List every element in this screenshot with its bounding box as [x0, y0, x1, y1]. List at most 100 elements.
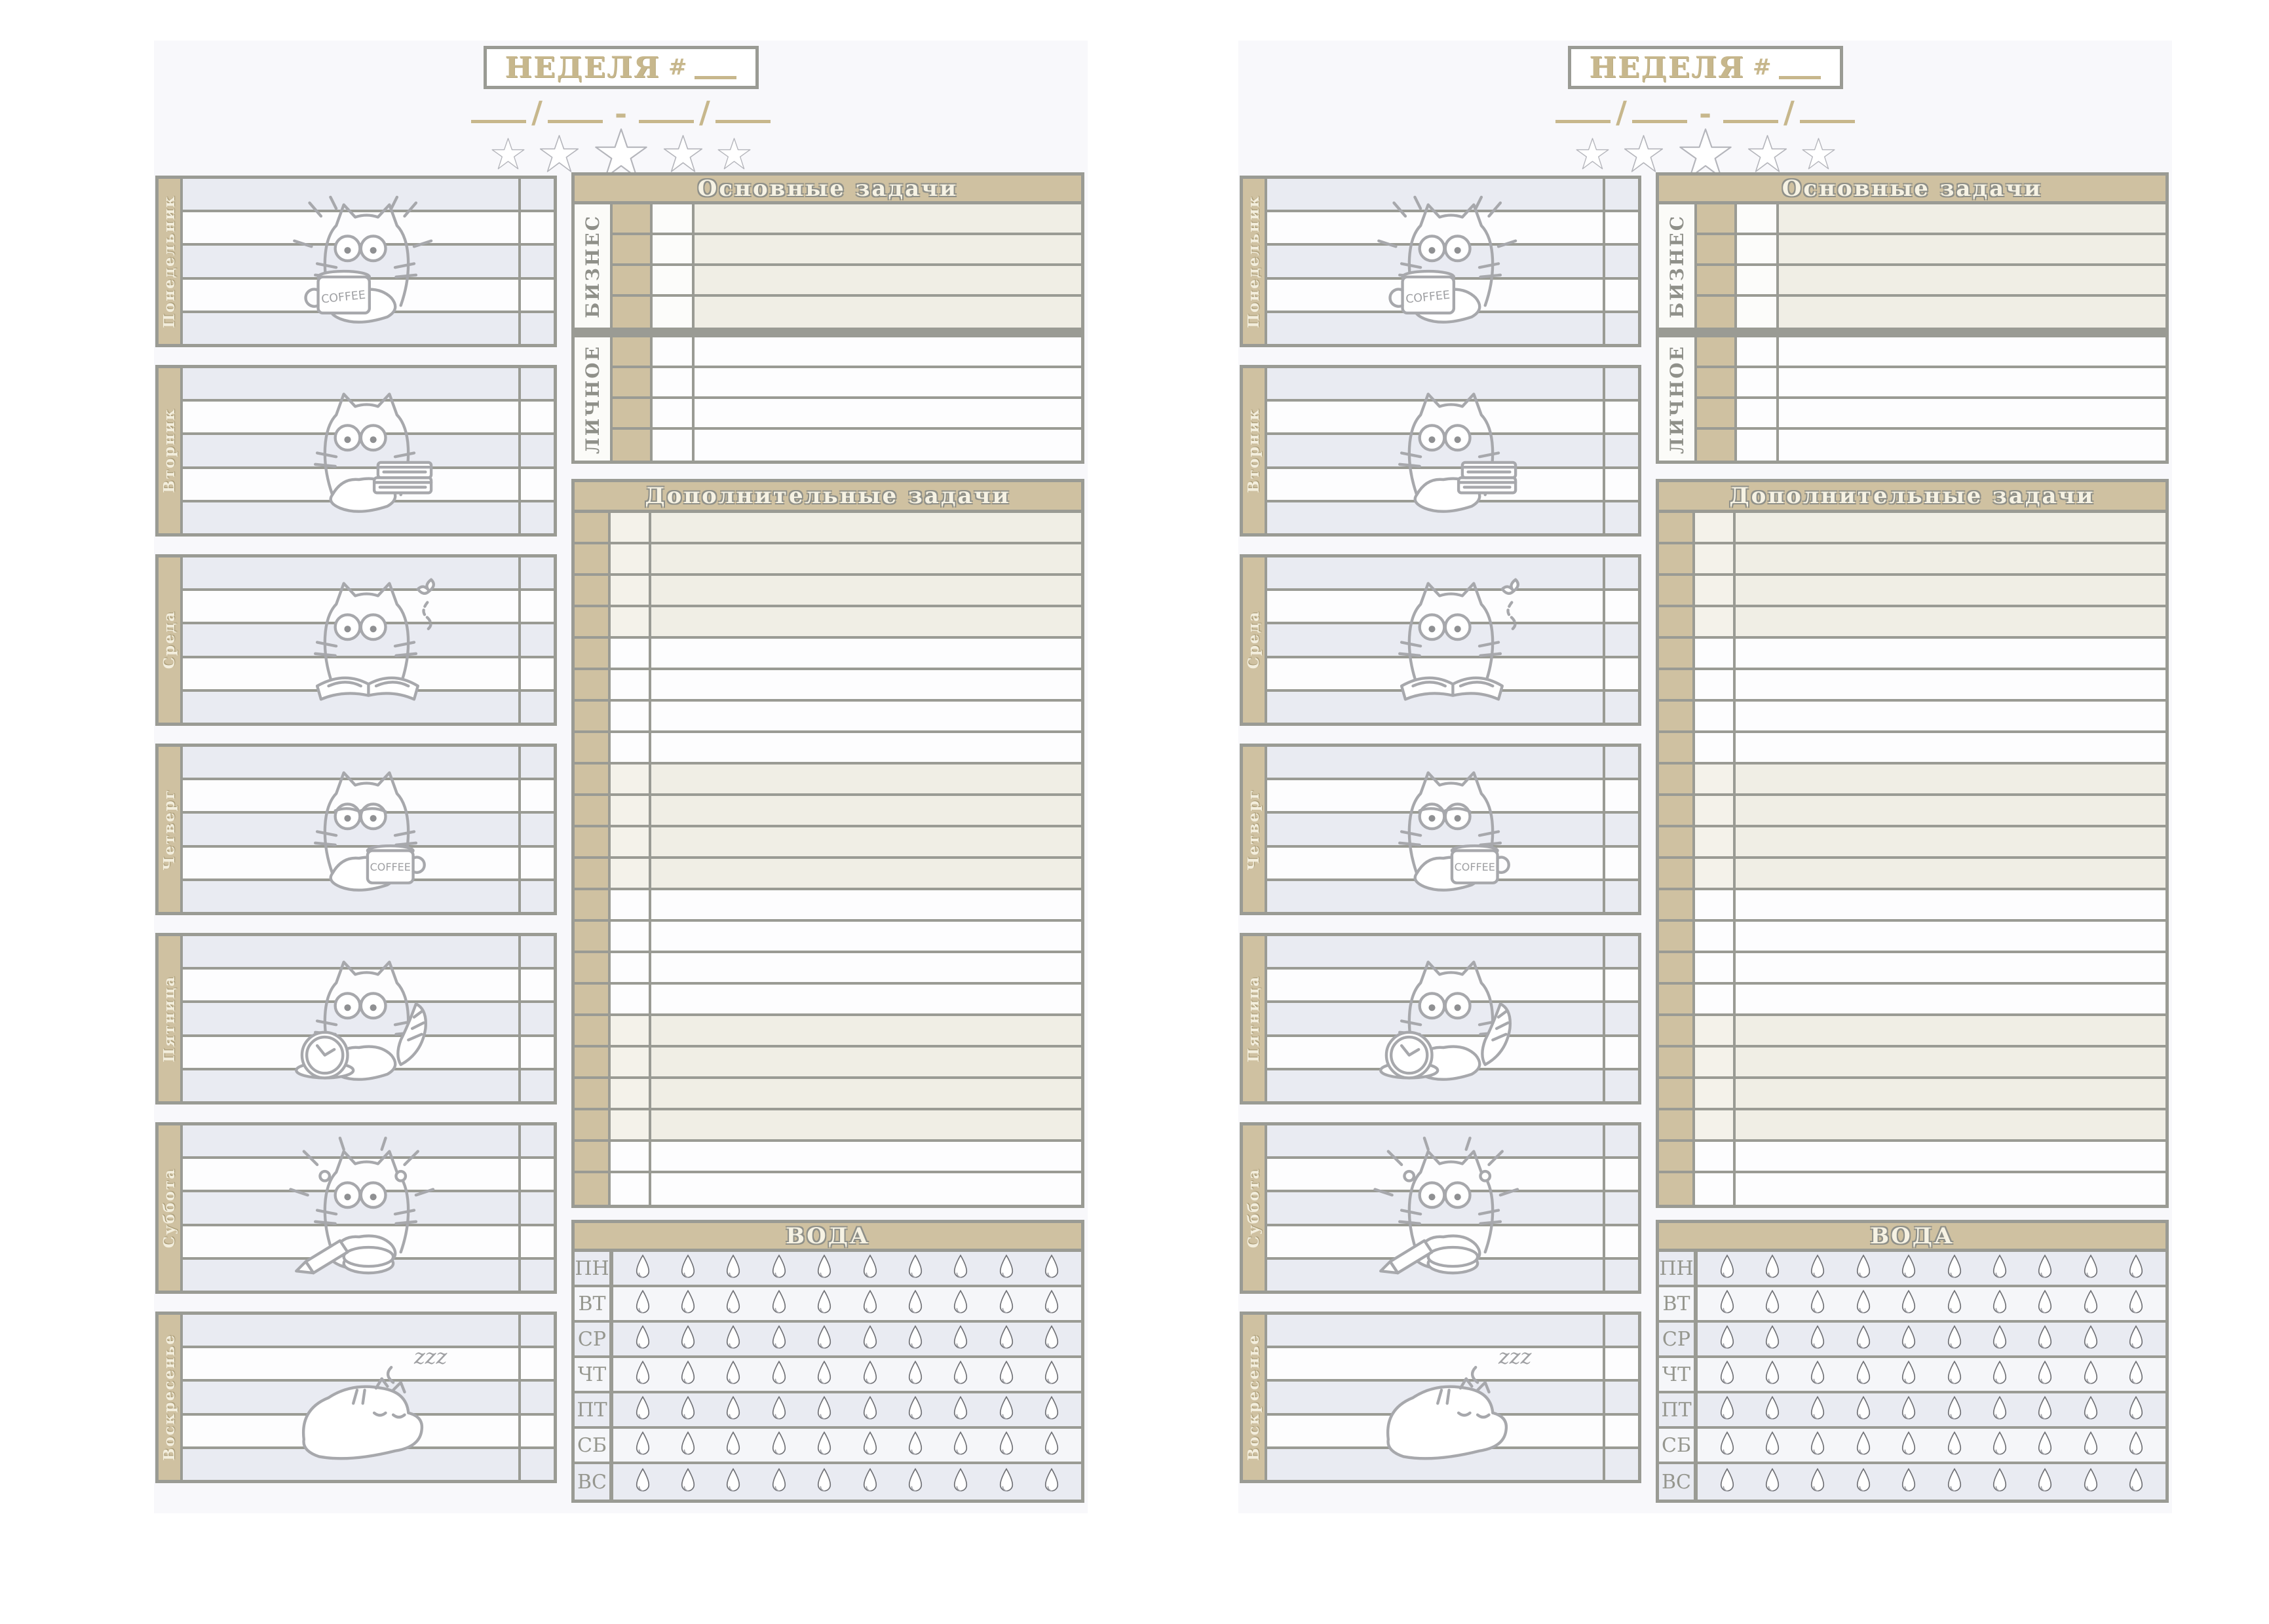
task-content-cell[interactable] — [1736, 576, 2165, 605]
day-note-line[interactable] — [1267, 1159, 1603, 1193]
week-number-blank[interactable] — [1779, 56, 1821, 79]
water-drop-icon[interactable] — [907, 1430, 924, 1460]
task-content-cell[interactable] — [651, 859, 1081, 888]
task-checkbox-cell[interactable] — [611, 827, 651, 856]
task-checkbox-cell[interactable] — [1737, 297, 1779, 328]
task-content-cell[interactable] — [1779, 337, 2165, 366]
task-content-cell[interactable] — [1736, 953, 2165, 982]
day-note-line[interactable] — [183, 1036, 518, 1070]
star-icon[interactable] — [715, 136, 753, 174]
task-checkbox-cell[interactable] — [1737, 399, 1779, 427]
water-drop-icon[interactable] — [1043, 1359, 1060, 1389]
water-drop-icon[interactable] — [1764, 1430, 1781, 1460]
day-note-line[interactable] — [1267, 1125, 1603, 1160]
day-side-cell[interactable] — [1605, 502, 1638, 534]
day-side-cell[interactable] — [1605, 557, 1638, 592]
day-note-line[interactable] — [183, 814, 518, 848]
water-drop-icon[interactable] — [1991, 1253, 2008, 1283]
water-drop-icon[interactable] — [725, 1395, 742, 1425]
water-drop-icon[interactable] — [907, 1289, 924, 1319]
day-note-line[interactable] — [1267, 435, 1603, 469]
star-icon[interactable] — [592, 126, 651, 185]
day-note-line[interactable] — [183, 1348, 518, 1382]
water-drop-icon[interactable] — [907, 1395, 924, 1425]
day-note-line[interactable] — [183, 1159, 518, 1193]
water-drop-icon[interactable] — [2127, 1253, 2145, 1283]
date-blank[interactable] — [1799, 100, 1855, 123]
task-checkbox-cell[interactable] — [1695, 702, 1736, 730]
water-drop-icon[interactable] — [907, 1253, 924, 1283]
task-content-cell[interactable] — [651, 1048, 1081, 1076]
task-checkbox-cell[interactable] — [611, 953, 651, 982]
water-drop-icon[interactable] — [1809, 1253, 1826, 1283]
task-checkbox-cell[interactable] — [1737, 204, 1779, 233]
day-side-cell[interactable] — [1605, 468, 1638, 502]
task-content-cell[interactable] — [1736, 1142, 2165, 1171]
task-content-cell[interactable] — [695, 266, 1081, 294]
day-side-cell[interactable] — [1605, 179, 1638, 213]
day-note-line[interactable] — [183, 312, 518, 345]
water-drop-icon[interactable] — [2036, 1289, 2053, 1319]
day-side-cell[interactable] — [521, 246, 554, 280]
day-side-cell[interactable] — [521, 179, 554, 213]
water-drop-icon[interactable] — [2127, 1430, 2145, 1460]
task-content-cell[interactable] — [695, 204, 1081, 233]
water-drop-icon[interactable] — [998, 1359, 1015, 1389]
water-drop-icon[interactable] — [862, 1395, 879, 1425]
day-side-cell[interactable] — [1605, 246, 1638, 280]
day-note-line[interactable] — [1267, 591, 1603, 625]
task-content-cell[interactable] — [651, 544, 1081, 573]
day-note-line[interactable] — [183, 1259, 518, 1291]
day-note-line[interactable] — [1267, 212, 1603, 246]
task-content-cell[interactable] — [1736, 733, 2165, 762]
week-number-blank[interactable] — [695, 56, 737, 79]
water-drop-icon[interactable] — [2127, 1324, 2145, 1354]
water-drop-icon[interactable] — [1900, 1324, 1917, 1354]
day-side-cell[interactable] — [521, 936, 554, 970]
water-drop-icon[interactable] — [634, 1289, 651, 1319]
day-note-line[interactable] — [183, 502, 518, 534]
task-content-cell[interactable] — [1736, 890, 2165, 919]
task-content-cell[interactable] — [1736, 1173, 2165, 1205]
task-content-cell[interactable] — [1779, 266, 2165, 294]
day-side-cell[interactable] — [1605, 591, 1638, 625]
water-drop-icon[interactable] — [634, 1467, 651, 1497]
water-drop-icon[interactable] — [1719, 1324, 1736, 1354]
water-drop-icon[interactable] — [907, 1359, 924, 1389]
task-content-cell[interactable] — [1779, 235, 2165, 263]
task-checkbox-cell[interactable] — [611, 1079, 651, 1108]
water-drop-icon[interactable] — [816, 1324, 833, 1354]
day-side-cell[interactable] — [1605, 658, 1638, 692]
water-drop-icon[interactable] — [952, 1253, 969, 1283]
day-side-cell[interactable] — [521, 747, 554, 781]
day-note-line[interactable] — [1267, 747, 1603, 781]
water-drop-icon[interactable] — [1719, 1467, 1736, 1497]
task-checkbox-cell[interactable] — [1737, 337, 1779, 366]
day-note-line[interactable] — [1267, 658, 1603, 692]
task-content-cell[interactable] — [1736, 859, 2165, 888]
star-icon[interactable] — [661, 133, 705, 178]
task-content-cell[interactable] — [695, 368, 1081, 396]
date-blank[interactable] — [1723, 100, 1779, 123]
day-side-cell[interactable] — [1605, 212, 1638, 246]
day-side-cell[interactable] — [521, 1125, 554, 1160]
day-side-cell[interactable] — [1605, 1159, 1638, 1193]
water-drop-icon[interactable] — [862, 1253, 879, 1283]
water-drop-icon[interactable] — [2036, 1467, 2053, 1497]
water-drop-icon[interactable] — [1764, 1289, 1781, 1319]
water-drop-icon[interactable] — [1809, 1430, 1826, 1460]
day-side-cell[interactable] — [521, 691, 554, 723]
star-icon[interactable] — [489, 136, 527, 174]
day-note-line[interactable] — [1267, 1036, 1603, 1070]
task-checkbox-cell[interactable] — [611, 985, 651, 1013]
task-content-cell[interactable] — [695, 337, 1081, 366]
task-checkbox-cell[interactable] — [611, 607, 651, 636]
water-drop-icon[interactable] — [725, 1359, 742, 1389]
water-drop-icon[interactable] — [1900, 1430, 1917, 1460]
water-drop-icon[interactable] — [2036, 1253, 2053, 1283]
day-note-line[interactable] — [1267, 624, 1603, 658]
day-note-line[interactable] — [1267, 691, 1603, 723]
day-note-line[interactable] — [1267, 557, 1603, 592]
water-drop-icon[interactable] — [2036, 1430, 2053, 1460]
water-drop-icon[interactable] — [1043, 1467, 1060, 1497]
